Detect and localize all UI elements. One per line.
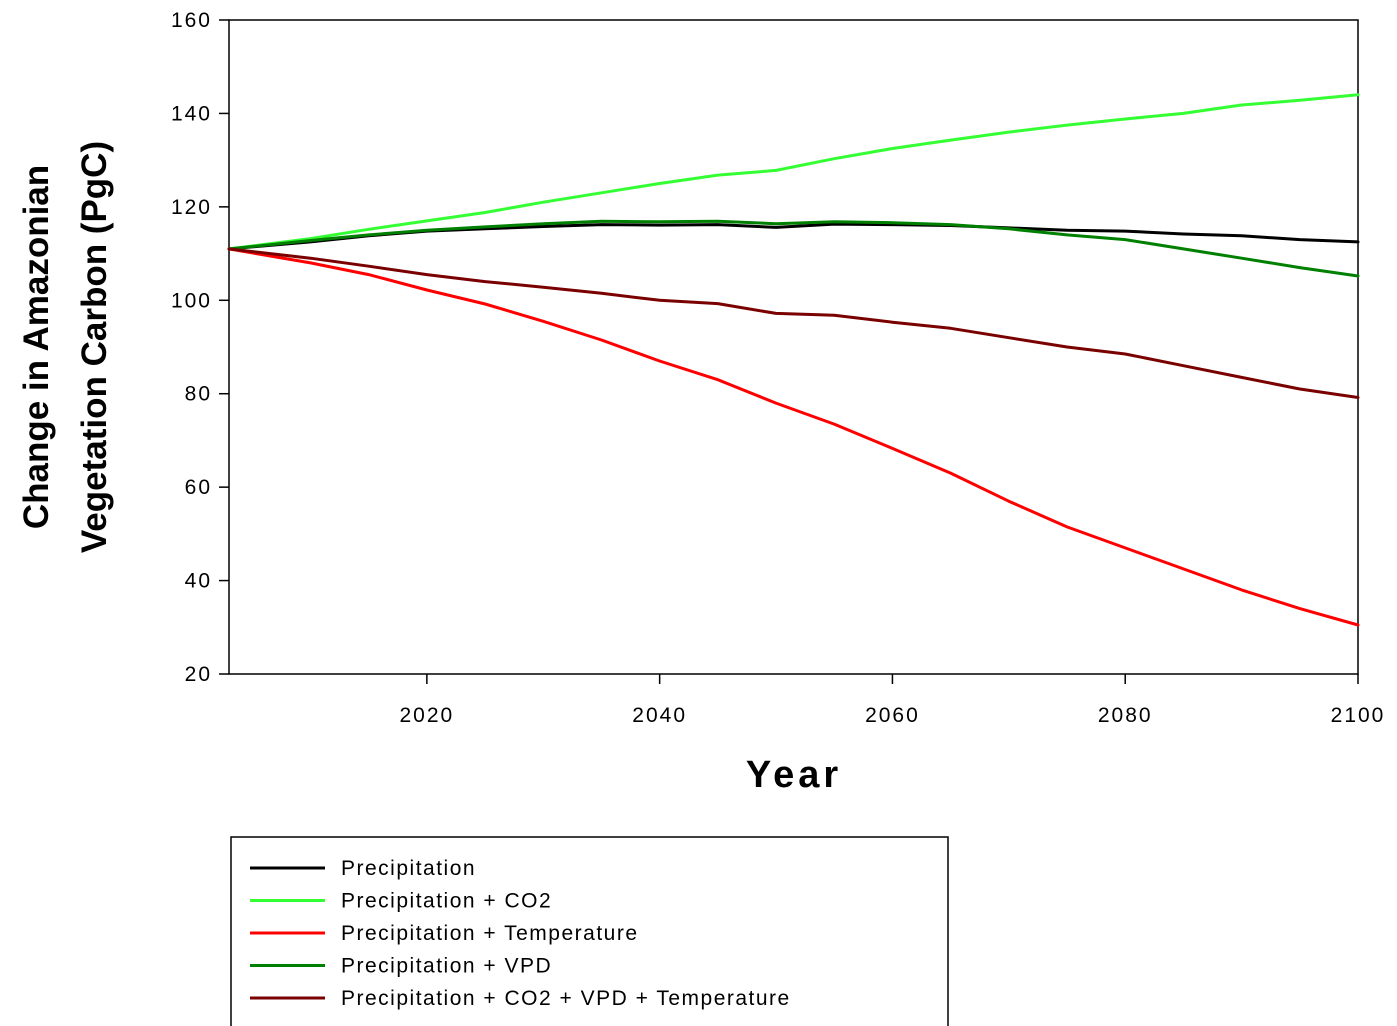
- y-tick-label: 140: [171, 102, 212, 125]
- y-tick-label: 120: [171, 196, 212, 219]
- legend-label: Precipitation + CO2: [341, 890, 552, 913]
- y-tick-label: 20: [185, 663, 212, 686]
- series-line-5: [227, 247, 1360, 399]
- y-tick-label: 100: [171, 289, 212, 312]
- x-tick-label: 2100: [1331, 704, 1386, 727]
- x-tick-label: 2040: [632, 704, 687, 727]
- legend-label: Precipitation: [341, 857, 476, 880]
- legend-label: Precipitation + VPD: [341, 955, 552, 978]
- legend-label: Precipitation + CO2 + VPD + Temperature: [341, 987, 791, 1010]
- x-axis-title: Year: [746, 754, 842, 796]
- y-tick-label: 40: [185, 570, 212, 593]
- y-axis-title-line-2: Vegetation Carbon (PgC): [75, 141, 114, 553]
- series-layer: [227, 93, 1360, 627]
- x-axis: 2020 2040 2060 2080 2100: [400, 674, 1386, 727]
- legend: Precipitation Precipitation + CO2 Precipit…: [230, 836, 949, 1026]
- plot-frame: [228, 19, 1359, 675]
- y-tick-label: 160: [171, 9, 212, 32]
- y-axis: 20 40 60 80 100 120 140 160: [171, 9, 229, 686]
- series-line-3: [227, 247, 1360, 627]
- series-line-2: [227, 93, 1360, 251]
- x-tick-label: 2080: [1098, 704, 1153, 727]
- y-tick-label: 60: [185, 476, 212, 499]
- series-line-1: [227, 222, 1360, 251]
- x-tick-label: 2060: [865, 704, 920, 727]
- legend-label: Precipitation + Temperature: [341, 922, 639, 945]
- series-line-4: [227, 219, 1360, 278]
- x-tick-label: 2020: [400, 704, 455, 727]
- legend-box: [230, 836, 949, 1026]
- y-axis-title-line-1: Change in Amazonian: [17, 165, 56, 529]
- y-tick-label: 80: [185, 383, 212, 406]
